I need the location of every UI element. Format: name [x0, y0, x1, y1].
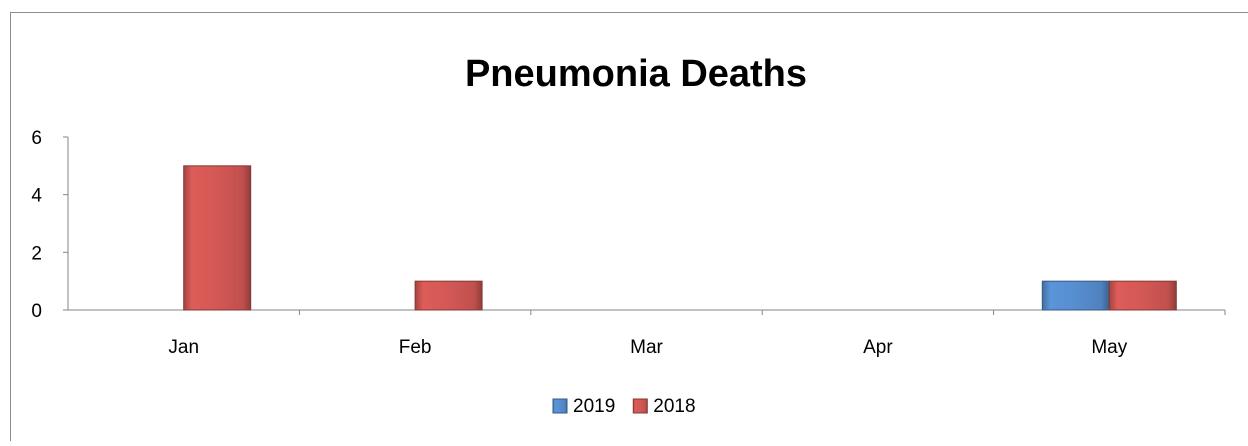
chart-title: Pneumonia Deaths [465, 53, 807, 95]
y-tick-label: 4 [31, 186, 42, 207]
legend-label: 2018 [653, 396, 695, 417]
y-tick-label: 2 [31, 243, 42, 264]
bar [415, 281, 482, 310]
bar [184, 166, 251, 310]
x-tick-label: Feb [399, 337, 432, 358]
legend-label: 2019 [573, 396, 615, 417]
x-tick-label: May [1091, 337, 1127, 358]
bar [1042, 281, 1109, 310]
x-tick-label: Mar [630, 337, 663, 358]
x-tick-label: Jan [168, 337, 199, 358]
bar [1109, 281, 1176, 310]
x-tick-label: Apr [863, 337, 893, 358]
y-tick-label: 0 [31, 301, 42, 322]
legend-swatch [553, 399, 567, 413]
y-tick-label: 6 [31, 128, 42, 149]
legend-swatch [633, 399, 647, 413]
